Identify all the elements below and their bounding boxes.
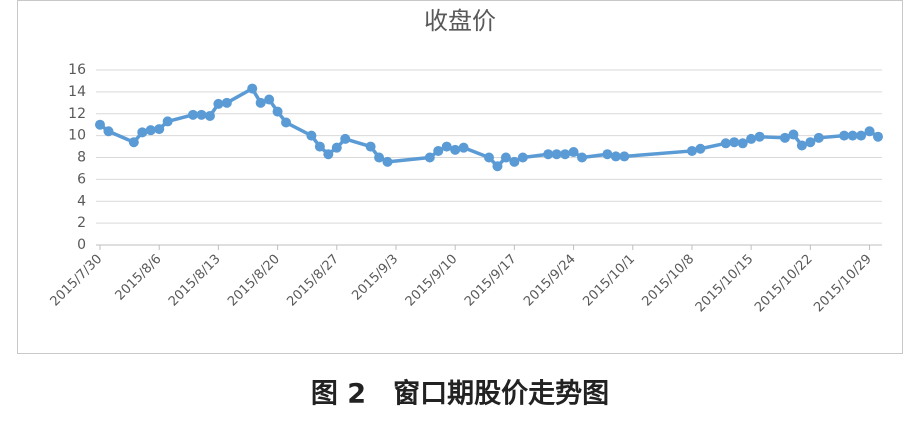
point — [839, 130, 850, 141]
point — [374, 152, 385, 163]
point — [365, 141, 376, 152]
y-tick-label: 6 — [77, 171, 86, 187]
point — [492, 161, 503, 172]
y-tick-label: 8 — [77, 150, 86, 166]
point — [137, 127, 148, 138]
x-tick-label: 2015/8/20 — [225, 252, 283, 310]
figure-caption: 图 2 窗口期股价走势图 — [311, 378, 609, 410]
y-tick-label: 10 — [68, 128, 86, 144]
point — [568, 147, 579, 158]
point — [458, 142, 469, 153]
y-tick-label: 12 — [68, 106, 86, 122]
point — [154, 124, 165, 135]
point — [509, 156, 520, 167]
point — [204, 110, 215, 121]
chart-title: 收盘价 — [424, 7, 496, 35]
point — [856, 130, 867, 141]
point — [441, 141, 452, 152]
point — [247, 83, 258, 94]
x-tick-label: 2015/8/6 — [113, 252, 165, 304]
point — [729, 137, 740, 148]
point — [433, 145, 444, 156]
point — [196, 109, 207, 120]
point — [737, 138, 748, 149]
point — [162, 116, 173, 127]
point — [95, 119, 105, 130]
x-tick-label: 2015/10/8 — [640, 252, 698, 310]
x-tick-label: 2015/9/3 — [349, 252, 401, 304]
point — [602, 149, 613, 160]
point — [331, 142, 342, 153]
point — [805, 137, 816, 148]
x-tick-label: 2015/10/22 — [752, 252, 816, 316]
x-tick-label: 2015/10/15 — [693, 252, 757, 316]
point — [779, 132, 790, 143]
point — [450, 144, 461, 155]
y-tick-label: 14 — [68, 84, 86, 100]
x-tick-label: 2015/9/10 — [403, 252, 461, 310]
point — [695, 143, 706, 154]
point — [543, 149, 554, 160]
point — [424, 152, 435, 163]
point — [796, 140, 807, 151]
point — [720, 138, 731, 149]
point — [746, 133, 757, 144]
point — [188, 109, 199, 120]
y-tick-label: 2 — [77, 215, 86, 231]
point — [314, 141, 325, 152]
point — [264, 94, 275, 105]
x-tick-label: 2015/9/17 — [462, 252, 520, 310]
x-tick-label: 2015/10/1 — [580, 252, 638, 310]
point — [272, 106, 283, 117]
point — [873, 131, 883, 142]
point — [864, 126, 875, 137]
point — [103, 126, 114, 137]
point — [382, 156, 393, 167]
x-tick-label: 2015/10/29 — [811, 252, 875, 316]
y-tick-label: 0 — [77, 237, 86, 253]
point — [560, 149, 571, 160]
point — [813, 132, 824, 143]
point — [323, 149, 334, 160]
y-tick-label: 4 — [77, 193, 86, 209]
chart-frame — [17, 0, 903, 354]
point — [128, 137, 139, 148]
x-tick-label: 2015/9/24 — [521, 252, 579, 310]
y-tick-label: 16 — [68, 62, 86, 78]
point — [255, 97, 266, 108]
point — [686, 145, 697, 156]
x-tick-label: 2015/8/27 — [284, 252, 342, 310]
point — [788, 129, 799, 140]
point — [847, 130, 858, 141]
point — [484, 152, 494, 163]
point — [500, 152, 511, 163]
point — [577, 152, 588, 163]
point — [281, 117, 292, 128]
point — [145, 125, 156, 136]
point — [610, 151, 621, 162]
point — [551, 149, 562, 160]
point — [619, 151, 630, 162]
point — [221, 97, 232, 108]
point — [754, 131, 765, 142]
point — [340, 133, 351, 144]
point — [517, 152, 528, 163]
x-tick-label: 2015/8/13 — [166, 252, 224, 310]
x-tick-label: 2015/7/30 — [48, 252, 106, 310]
point — [213, 98, 224, 109]
point — [306, 130, 317, 141]
